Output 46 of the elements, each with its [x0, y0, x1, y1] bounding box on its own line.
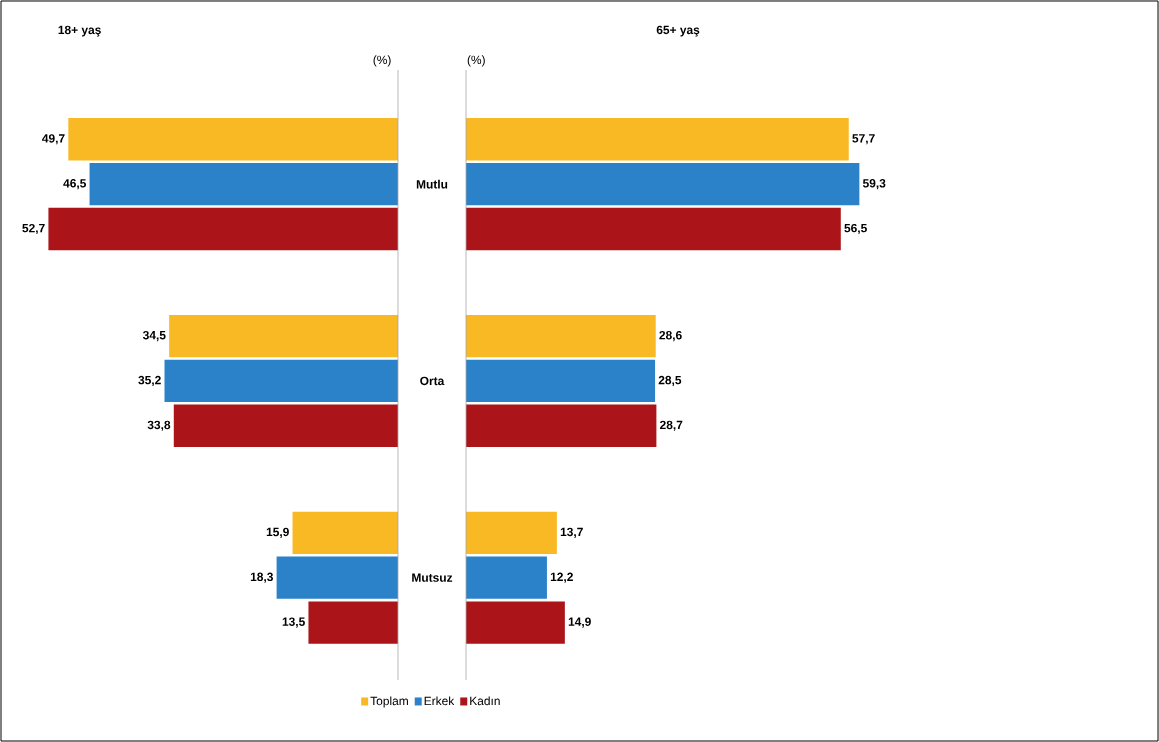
bar: [173, 404, 398, 447]
bar: [466, 118, 849, 161]
legend-label: Kadın: [470, 696, 500, 706]
data-label: 13,7: [560, 527, 583, 538]
x-axis-title: (%): [467, 55, 485, 67]
chart-title: 65+ yaş: [656, 25, 700, 37]
data-label: 57,7: [852, 134, 875, 145]
bar: [276, 556, 398, 599]
y-tick-label: Mutlu: [416, 179, 448, 189]
data-label: 59,3: [862, 179, 886, 190]
data-label: 46,5: [63, 179, 87, 190]
bar: [466, 314, 656, 358]
y-tick-label: Orta: [420, 376, 445, 386]
bar: [308, 601, 398, 644]
data-label: 28,5: [658, 375, 682, 386]
data-label: 28,6: [659, 330, 682, 342]
bar: [169, 314, 398, 358]
bar: [292, 511, 398, 554]
data-label: 14,9: [568, 617, 591, 628]
bar: [466, 556, 547, 599]
bar: [48, 207, 398, 251]
bar: [466, 511, 557, 554]
data-label: 12,2: [550, 572, 573, 583]
bar: [466, 404, 657, 447]
bar: [466, 207, 841, 251]
data-label: 35,2: [138, 375, 161, 386]
y-tick-label: Mutsuz: [412, 573, 453, 582]
data-label: 18,3: [250, 572, 273, 583]
legend-label: Toplam: [370, 696, 408, 708]
bar: [68, 118, 398, 161]
data-label: 49,7: [42, 134, 65, 145]
data-label: 15,9: [266, 527, 289, 538]
bar: [466, 601, 565, 644]
data-label: 56,5: [844, 223, 867, 235]
bar: [466, 359, 656, 403]
bar: [466, 162, 860, 206]
x-axis-title: (%): [373, 55, 391, 67]
data-label: 13,5: [282, 617, 305, 628]
data-label: 28,7: [660, 420, 683, 431]
data-label: 33,8: [147, 420, 171, 431]
chart-title: 18+ yaş: [58, 25, 101, 37]
data-label: 34,5: [142, 330, 166, 342]
bar: [89, 162, 398, 206]
data-label: 52,7: [22, 223, 45, 235]
bar: [164, 359, 398, 403]
legend-label: Erkek: [424, 696, 455, 706]
